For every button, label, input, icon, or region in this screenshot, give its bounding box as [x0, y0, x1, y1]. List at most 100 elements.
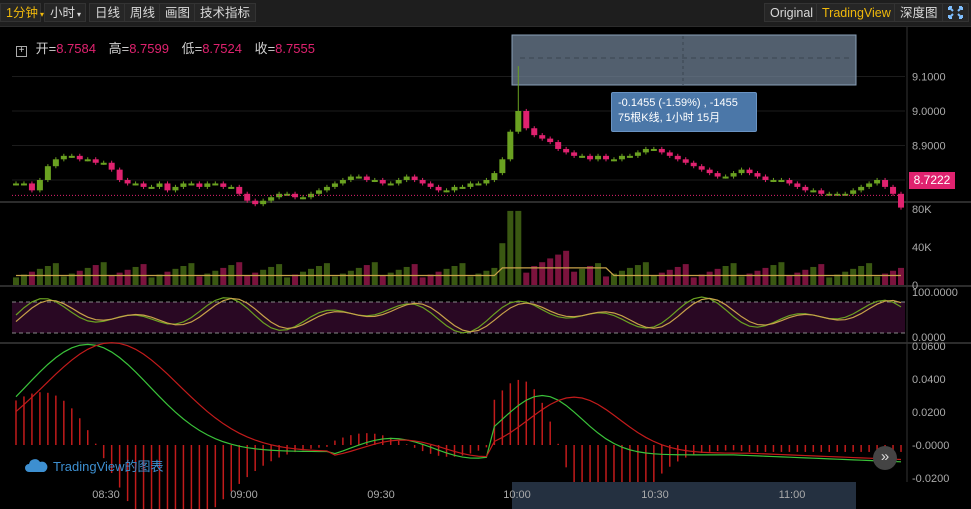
interval-dropdown[interactable]: 1分钟 ▾ — [0, 3, 44, 22]
volume-bar — [483, 270, 490, 285]
candle-body — [754, 173, 761, 177]
volume-bar — [60, 276, 67, 285]
volume-bar — [786, 275, 793, 285]
macd-tick-label: 0.0600 — [912, 341, 946, 353]
time-tick-label: 09:00 — [230, 489, 258, 501]
open-value: 8.7584 — [56, 41, 96, 56]
volume-bar — [874, 276, 881, 285]
cloud-logo-icon — [25, 459, 48, 472]
stoch-k-line — [15, 296, 902, 334]
time-range-highlight — [512, 482, 856, 509]
volume-bar — [100, 262, 107, 285]
volume-bar — [523, 272, 530, 285]
volume-bar — [603, 276, 610, 285]
volume-bar — [172, 268, 179, 285]
candle-body — [634, 152, 641, 156]
volume-bar — [300, 271, 307, 285]
volume-bar — [292, 274, 299, 285]
candle-body — [124, 180, 131, 184]
candle-body — [571, 152, 578, 156]
candle-body — [690, 162, 697, 167]
candle-body — [531, 128, 538, 136]
chart-canvas[interactable]: 9.10009.00008.90008.8000040K80K100.00000… — [0, 27, 971, 509]
macd-tick-label: -0.0000 — [912, 440, 949, 452]
candle-body — [204, 183, 211, 187]
daily-button[interactable]: 日线 — [89, 3, 127, 22]
time-tick-label: 09:30 — [367, 489, 395, 501]
volume-tick-label: 80K — [912, 204, 932, 216]
volume-bar — [276, 264, 283, 285]
last-price-tag: 8.7222 — [909, 172, 955, 189]
volume-bar — [778, 262, 785, 285]
signal-line — [15, 342, 902, 461]
open-label: 开= — [35, 41, 57, 56]
volume-bar — [148, 277, 155, 285]
original-button[interactable]: Original — [764, 3, 820, 22]
price-tick-label: 8.9000 — [912, 141, 946, 153]
candle-body — [244, 193, 251, 201]
weekly-button[interactable]: 周线 — [124, 3, 162, 22]
volume-bar — [236, 262, 243, 285]
volume-bar — [323, 263, 330, 285]
volume-bar — [706, 271, 713, 285]
volume-bar — [547, 258, 554, 285]
candle-body — [84, 159, 91, 162]
volume-bar — [642, 262, 649, 285]
depth-button[interactable]: 深度图 — [894, 3, 944, 22]
draw-button[interactable]: 画图 — [159, 3, 197, 22]
candle-body — [770, 180, 777, 182]
tradingview-button[interactable]: TradingView — [816, 3, 897, 22]
high-value: 8.7599 — [129, 41, 169, 56]
candle-body — [898, 193, 905, 208]
volume-bar — [730, 263, 737, 285]
candle-body — [395, 180, 402, 184]
volume-bar — [395, 269, 402, 285]
volume-bar — [595, 263, 602, 285]
expand-icon[interactable]: + — [16, 46, 27, 57]
candle-body — [172, 186, 179, 191]
hour-dropdown[interactable]: 小时 ▾ — [44, 3, 86, 22]
volume-bar — [754, 270, 761, 285]
chart-area[interactable]: 9.10009.00008.90008.8000040K80K100.00000… — [0, 27, 971, 509]
candle-body — [92, 159, 99, 163]
candle-body — [626, 155, 633, 158]
candle-body — [866, 183, 873, 187]
tradingview-watermark[interactable]: TradingView的图表 — [24, 456, 164, 475]
indicators-button[interactable]: 技术指标 — [194, 3, 257, 22]
candle-body — [347, 176, 354, 180]
volume-bar — [12, 277, 19, 285]
volume-bar — [220, 267, 227, 285]
candle-body — [547, 138, 554, 143]
volume-bar — [746, 273, 753, 285]
chevron-down-icon: ▾ — [39, 10, 44, 19]
volume-bar — [491, 267, 498, 285]
close-label: 收= — [254, 41, 276, 56]
candle-body — [371, 180, 378, 182]
candle-body — [196, 183, 203, 187]
candle-body — [515, 111, 522, 132]
time-tick-label: 10:30 — [641, 489, 669, 501]
macd-tick-label: 0.0200 — [912, 407, 946, 419]
volume-bar — [682, 264, 689, 285]
candle-body — [236, 186, 243, 194]
volume-bar — [124, 269, 131, 285]
volume-bar — [826, 277, 833, 285]
scroll-to-latest-button[interactable]: » — [873, 446, 897, 470]
candle-body — [220, 183, 227, 187]
volume-bar — [475, 273, 482, 285]
candle-body — [818, 190, 825, 194]
volume-bar — [571, 271, 578, 285]
volume-bar — [36, 268, 43, 285]
watermark-text: TradingView的图表 — [53, 459, 164, 474]
volume-bar — [882, 273, 889, 285]
low-value: 8.7524 — [202, 41, 242, 56]
candle-body — [579, 155, 586, 158]
candle-body — [419, 180, 426, 184]
fullscreen-button[interactable] — [942, 3, 969, 22]
volume-bar — [355, 267, 362, 285]
volume-bar — [411, 264, 418, 285]
candle-body — [507, 131, 514, 160]
candle-body — [475, 183, 482, 186]
candle-body — [132, 183, 139, 186]
candle-body — [164, 183, 171, 191]
